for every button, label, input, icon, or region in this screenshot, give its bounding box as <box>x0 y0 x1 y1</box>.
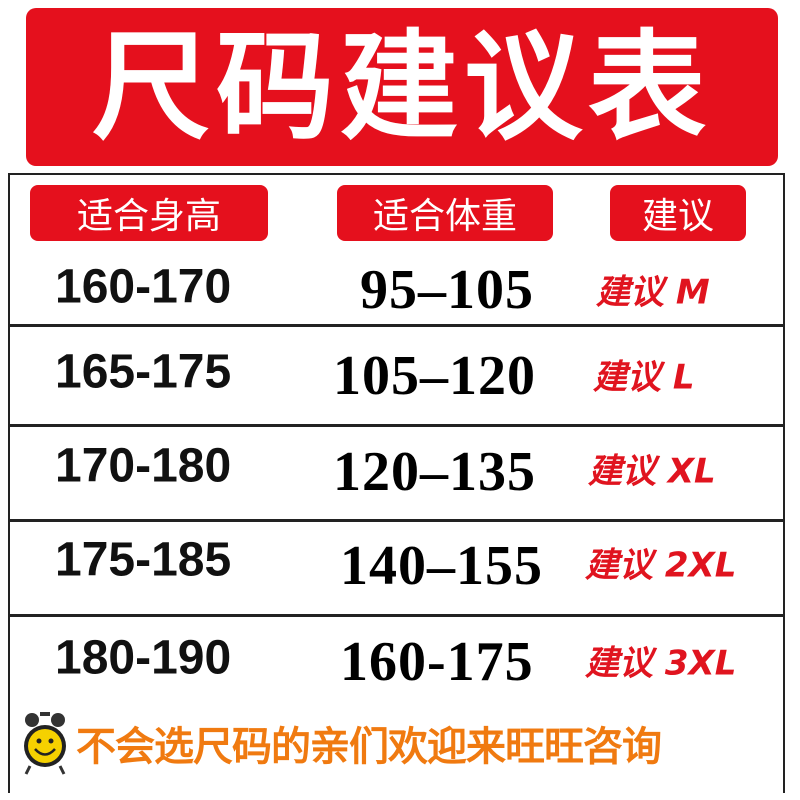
size-cell: 建议 L <box>593 357 695 398</box>
size-table <box>8 173 785 793</box>
size-cell: 建议 2XL <box>585 545 737 586</box>
row-divider <box>8 519 785 522</box>
alarm-clock-smiley-icon <box>24 712 66 775</box>
header-size: 建议 <box>610 185 746 241</box>
size-cell: 建议 3XL <box>585 643 737 684</box>
footer-text: 不会选尺码的亲们欢迎来旺旺咨询 <box>76 724 662 770</box>
title-banner: 尺码建议表 <box>26 8 778 166</box>
header-weight: 适合体重 <box>337 185 553 241</box>
height-cell: 175-185 <box>55 533 232 587</box>
row-divider <box>8 424 785 427</box>
size-cell: 建议 XL <box>588 451 716 492</box>
weight-cell: 160-175 <box>340 631 534 693</box>
row-divider <box>8 614 785 617</box>
header-height: 适合身高 <box>30 185 268 241</box>
weight-cell: 120–135 <box>333 441 536 503</box>
height-cell: 170-180 <box>55 439 232 493</box>
footer-note: 不会选尺码的亲们欢迎来旺旺咨询 <box>22 710 662 776</box>
size-cell: 建议 M <box>596 272 710 313</box>
weight-cell: 105–120 <box>333 345 536 407</box>
weight-cell: 95–105 <box>360 259 534 321</box>
page-title: 尺码建议表 <box>91 18 712 156</box>
height-cell: 180-190 <box>55 631 232 685</box>
height-cell: 160-170 <box>55 260 232 314</box>
height-cell: 165-175 <box>55 345 232 399</box>
row-divider <box>8 324 785 327</box>
weight-cell: 140–155 <box>340 535 543 597</box>
